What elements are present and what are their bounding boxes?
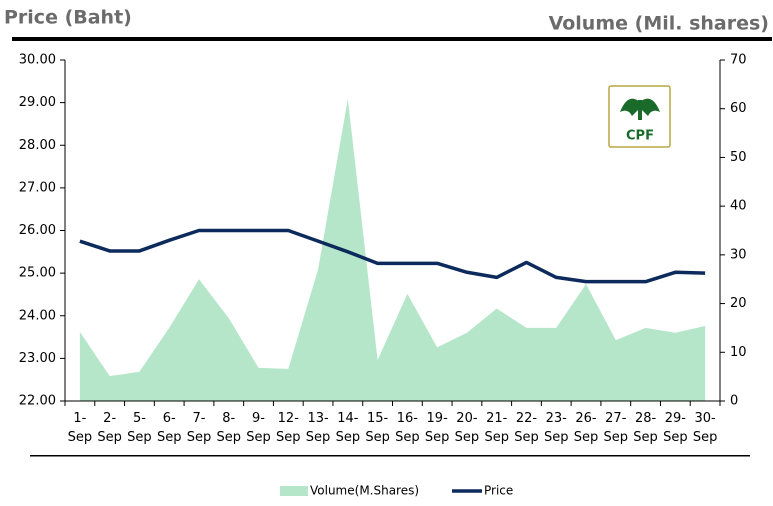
x-tick-label: 22-Sep (514, 411, 539, 445)
y2-tick-label: 10 (730, 345, 747, 360)
y-tick-label: 29.00 (19, 95, 56, 110)
y2-tick-label: 0 (730, 394, 738, 409)
y-tick-label: 26.00 (19, 223, 56, 238)
x-tick-label: 16-Sep (395, 411, 420, 445)
logo: CPF (608, 85, 671, 148)
logo-text: CPF (626, 129, 654, 144)
volume-area (79, 98, 706, 401)
x-tick-label: 6-Sep (156, 411, 182, 445)
x-tick-label: 19-Sep (424, 411, 450, 445)
x-tick-label: 27-Sep (603, 411, 629, 445)
x-tick-label: 8-Sep (216, 411, 241, 445)
x-tick-label: 12-Sep (276, 411, 301, 445)
x-tick-label: 7-Sep (186, 411, 212, 445)
footer-rule (30, 455, 750, 457)
legend-swatch (280, 486, 308, 496)
y2-tick-label: 60 (730, 101, 747, 116)
y2-tick-label: 40 (730, 199, 747, 214)
x-tick-label: 26-Sep (573, 411, 599, 445)
x-tick-label: 13-Sep (305, 411, 331, 445)
y-tick-label: 27.00 (19, 180, 56, 195)
x-tick-label: 5-Sep (127, 411, 152, 445)
x-tick-label: 21-Sep (484, 411, 509, 445)
x-tick-label: 15-Sep (365, 411, 390, 445)
right-title: Volume (Mil. shares) (549, 13, 769, 35)
y-tick-label: 28.00 (19, 138, 56, 153)
y2-tick-label: 30 (730, 247, 747, 262)
x-tick-label: 30-Sep (692, 411, 718, 445)
x-tick-label: 23-Sep (543, 411, 569, 445)
y-tick-label: 24.00 (19, 308, 56, 323)
x-tick-label: 14-Sep (335, 411, 361, 445)
x-tick-label: 2-Sep (97, 411, 122, 445)
plot (79, 98, 706, 401)
x-tick-label: 9-Sep (246, 411, 271, 445)
y-tick-label: 30.00 (19, 53, 56, 68)
x-tick-label: 29-Sep (663, 411, 688, 445)
price-line (79, 228, 706, 284)
legend-label: Volume(M.Shares) (310, 484, 419, 498)
y-tick-label: 25.00 (19, 266, 56, 281)
y2-tick-label: 70 (730, 53, 747, 68)
y-tick-label: 22.00 (19, 394, 56, 409)
x-tick-label: 1-Sep (67, 411, 93, 445)
y-tick-label: 23.00 (19, 351, 56, 366)
header-rule (12, 37, 772, 41)
y2-tick-label: 20 (730, 296, 747, 311)
left-title: Price (Baht) (4, 7, 132, 29)
legend-label: Price (484, 484, 513, 498)
x-tick-label: 20-Sep (454, 411, 480, 445)
y2-tick-label: 50 (730, 150, 747, 165)
x-tick-label: 28-Sep (633, 411, 658, 445)
